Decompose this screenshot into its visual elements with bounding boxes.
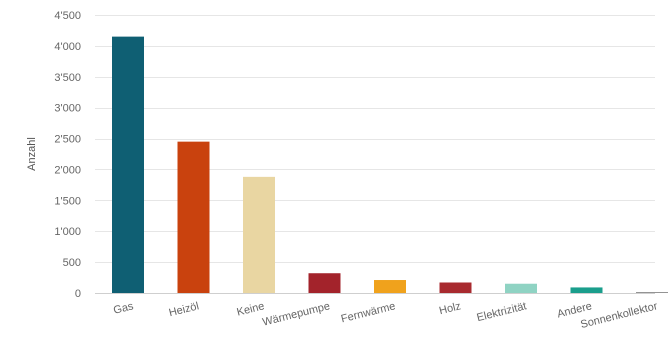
y-tick-label: 500	[63, 257, 81, 269]
bars	[112, 36, 668, 293]
bar[interactable]	[505, 283, 537, 293]
x-tick-label: Fernwärme	[340, 300, 397, 325]
y-axis-title: Anzahl	[26, 137, 38, 171]
y-tick-label: 1'000	[54, 226, 81, 238]
y-tick-label: 4'000	[54, 41, 81, 53]
x-tick-label: Elektrizität	[476, 300, 528, 324]
y-tick-label: 0	[75, 288, 81, 300]
y-axis-ticks: 0 500 1'000 1'500 2'000 2'500 3'000 3'500 4'000 4…	[54, 10, 81, 300]
x-tick-label: Heizöl	[168, 300, 201, 319]
x-tick-label: Holz	[438, 300, 462, 317]
y-tick-label: 4'500	[54, 10, 81, 22]
x-tick-label: Wärmepumpe	[261, 300, 331, 328]
y-tick-label: 1'500	[54, 195, 81, 207]
x-tick-label: Gas	[112, 300, 135, 317]
y-tick-label: 2'500	[54, 134, 81, 146]
y-tick-label: 2'000	[54, 164, 81, 176]
bar[interactable]	[374, 280, 406, 293]
y-tick-label: 3'000	[54, 103, 81, 115]
bar[interactable]	[636, 292, 668, 293]
bar[interactable]	[308, 273, 341, 293]
bar[interactable]	[177, 141, 210, 293]
bar[interactable]	[243, 176, 275, 293]
y-tick-label: 3'500	[54, 72, 81, 84]
bar[interactable]	[112, 36, 144, 293]
bar[interactable]	[570, 287, 603, 293]
bar[interactable]	[439, 282, 472, 293]
x-tick-label: Keine	[236, 300, 266, 318]
